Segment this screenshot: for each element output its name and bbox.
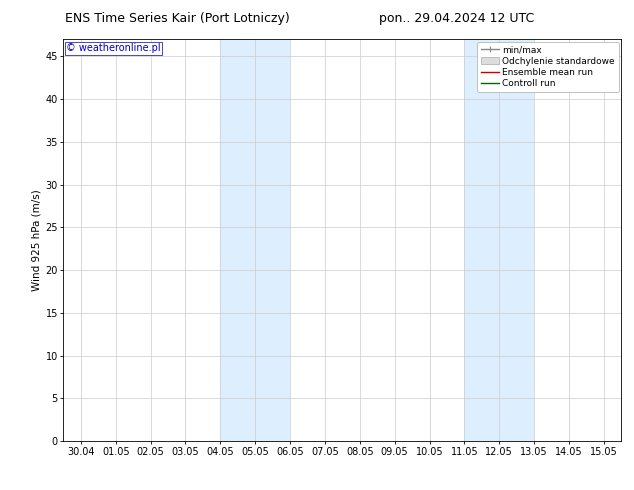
Bar bbox=[464, 39, 534, 441]
Text: ENS Time Series Kair (Port Lotniczy): ENS Time Series Kair (Port Lotniczy) bbox=[65, 12, 290, 25]
Bar bbox=[221, 39, 290, 441]
Text: © weatheronline.pl: © weatheronline.pl bbox=[66, 43, 161, 53]
Y-axis label: Wind 925 hPa (m/s): Wind 925 hPa (m/s) bbox=[31, 189, 41, 291]
Legend: min/max, Odchylenie standardowe, Ensemble mean run, Controll run: min/max, Odchylenie standardowe, Ensembl… bbox=[477, 42, 619, 92]
Text: pon.. 29.04.2024 12 UTC: pon.. 29.04.2024 12 UTC bbox=[379, 12, 534, 25]
